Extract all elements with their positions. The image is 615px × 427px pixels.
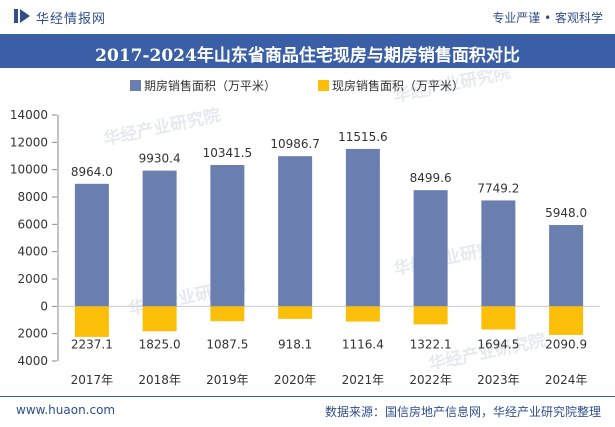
x-tick-label: 2018年 — [138, 373, 181, 387]
bar-current — [74, 306, 109, 337]
data-label-futures: 5948.0 — [545, 206, 587, 220]
legend-swatch-current — [318, 80, 329, 91]
y-tick-label: 10000 — [10, 163, 48, 177]
data-label-current: 918.1 — [278, 337, 312, 351]
data-label-futures: 8499.6 — [410, 171, 452, 185]
data-label-futures: 10986.7 — [270, 137, 320, 151]
data-label-futures: 8964.0 — [71, 165, 113, 179]
data-label-current: 2237.1 — [71, 337, 113, 351]
x-tick-label: 2022年 — [409, 373, 452, 387]
brand-name: 华经情报网 — [36, 12, 107, 27]
logo-icon — [14, 9, 30, 23]
y-tick-label: 2000 — [17, 272, 48, 286]
x-tick-label: 2023年 — [477, 373, 520, 387]
legend-swatch-futures — [130, 80, 141, 91]
data-label-futures: 10341.5 — [203, 146, 253, 160]
data-label-futures: 11515.6 — [338, 130, 388, 144]
data-label-current: 1116.4 — [342, 337, 384, 351]
footer-website: www.huaon.com — [16, 403, 116, 417]
data-label-current: 1694.5 — [477, 337, 519, 351]
y-tick-label: 4000 — [17, 245, 48, 259]
data-label-current: 1322.1 — [410, 337, 452, 351]
legend-label-current: 现房销售面积（万平米） — [332, 78, 464, 93]
y-tick-label: 6000 — [17, 217, 48, 231]
x-tick-label: 2019年 — [206, 373, 249, 387]
bar-futures — [142, 170, 177, 307]
title-bar — [0, 34, 615, 68]
bar-futures — [74, 183, 109, 307]
y-tick-label: 2000 — [17, 327, 48, 341]
bar-current — [481, 306, 516, 330]
x-tick-label: 2024年 — [545, 373, 588, 387]
top-bar: 华经情报网 专业严谨 • 客观科学 — [0, 0, 615, 32]
footer-source: 数据来源：国信房地产信息网，华经产业研究院整理 — [324, 405, 601, 419]
watermark-text: 华经产业研究院 — [102, 105, 223, 150]
footer-divider — [0, 396, 615, 397]
y-tick-label: 8000 — [17, 190, 48, 204]
bar-current — [278, 306, 313, 319]
x-tick-label: 2021年 — [342, 373, 385, 387]
bar-current — [345, 306, 380, 322]
y-tick-label: 12000 — [10, 135, 48, 149]
bar-futures — [278, 156, 313, 307]
bar-futures — [481, 200, 516, 307]
bar-futures — [413, 190, 448, 307]
bar-futures — [210, 164, 245, 307]
bar-futures — [345, 148, 380, 307]
bar-current — [413, 306, 448, 325]
x-tick-label: 2020年 — [274, 373, 317, 387]
data-label-futures: 9930.4 — [139, 152, 181, 166]
data-label-futures: 7749.2 — [477, 181, 519, 195]
y-tick-label: 14000 — [10, 108, 48, 122]
bar-current — [210, 306, 245, 322]
data-label-current: 2090.9 — [545, 337, 587, 351]
legend-label-futures: 期房销售面积（万平米） — [144, 78, 276, 93]
y-tick-label: 4000 — [17, 354, 48, 368]
bar-futures — [549, 225, 584, 307]
slogan: 专业严谨 • 客观科学 — [492, 11, 603, 25]
data-label-current: 1825.0 — [139, 337, 181, 351]
y-tick-label: 0 — [40, 299, 48, 313]
bar-current — [142, 306, 177, 332]
bar-current — [549, 306, 584, 335]
x-tick-label: 2017年 — [71, 373, 114, 387]
data-label-current: 1087.5 — [206, 337, 248, 351]
chart-title: 2017-2024年山东省商品住宅现房与期房销售面积对比 — [95, 46, 520, 66]
